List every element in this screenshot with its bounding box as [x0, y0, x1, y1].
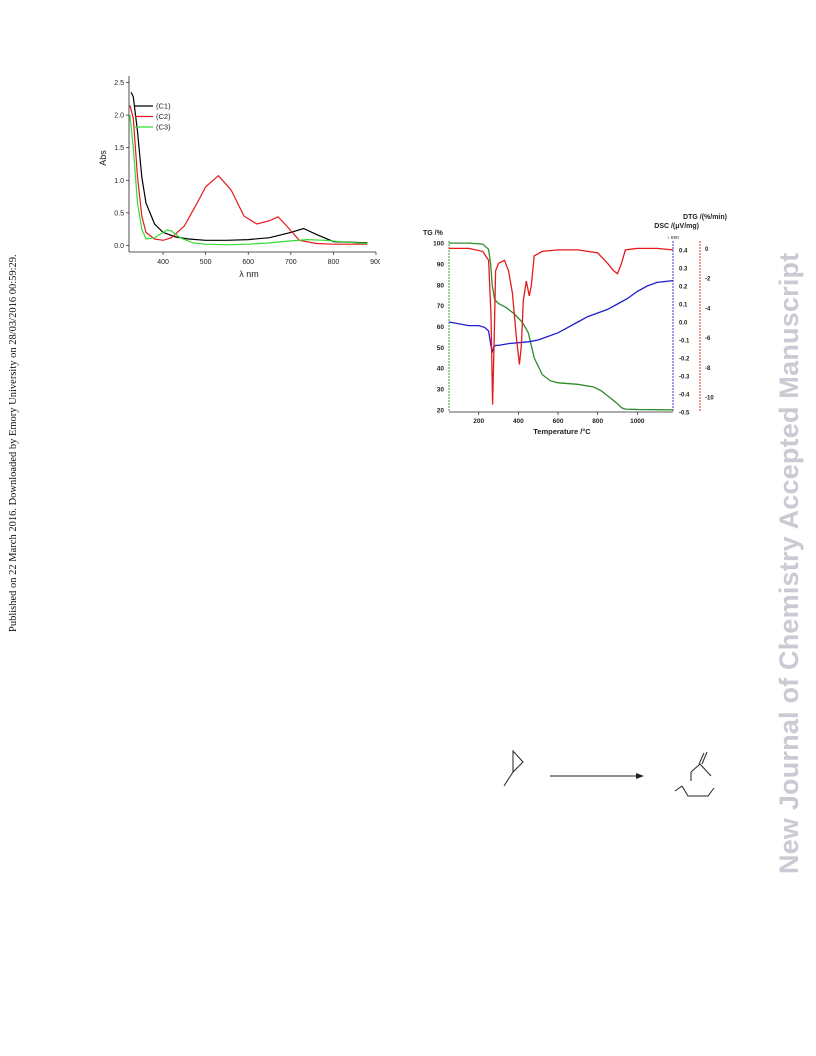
- uv-ylabel: Abs: [98, 150, 108, 166]
- thermal-analysis-chart: 200 400 600 800 1000 20 30 40 50 60 70 80 90 100 0.4 0.…: [423, 214, 727, 436]
- tg-y-tick-label: 30: [437, 387, 445, 394]
- reaction-arrow: [550, 773, 644, 779]
- dsc-tick-label: 0.3: [679, 267, 688, 273]
- journal-watermark: New Journal of Chemistry Accepted Manusc…: [774, 252, 804, 874]
- product-structure: [674, 751, 715, 797]
- dsc-curve: [448, 279, 674, 353]
- tg-xlabel: Temperature /°C: [533, 427, 591, 436]
- dtg-curve: [449, 247, 674, 405]
- dsc-tick-label: 0.2: [679, 285, 688, 291]
- uv-x-tick-label: 900: [370, 259, 380, 266]
- uv-y-tick-label: 0.0: [114, 243, 124, 250]
- tg-x-tick-label: 200: [473, 418, 484, 425]
- uv-series-line: [129, 115, 368, 246]
- uv-xlabel: λ nm: [239, 269, 259, 279]
- tg-y-tick-label: 80: [437, 282, 445, 289]
- tg-y-tick-label: 60: [437, 324, 445, 331]
- dsc-ylabel: DSC /(μV/mg): [654, 223, 699, 230]
- reaction-scheme: [503, 749, 715, 797]
- uv-series-line: [129, 105, 368, 245]
- uv-series-line: [130, 92, 368, 244]
- tg-y-tick-label: 70: [437, 303, 445, 310]
- uv-legend-label: (C3): [156, 123, 171, 132]
- tg-y-tick-label: 40: [437, 366, 445, 373]
- dtg-tick-label: -6: [705, 336, 711, 342]
- uv-plot-area: 400 500 600 700 800 900 0.0 0.5 1.0 1.5 2.0 2.5 (C1)…: [114, 76, 380, 266]
- tg-y-tick-label: 90: [437, 261, 445, 268]
- dtg-tick-label: -8: [705, 366, 711, 372]
- tg-x-tick-label: 800: [592, 418, 603, 425]
- reactant-structure: [503, 749, 524, 787]
- uv-legend-label: (C1): [156, 102, 171, 111]
- tg-plot-area: 200 400 600 800 1000 20 30 40 50 60 70 80 90 100 0.4 0.…: [433, 241, 714, 425]
- uv-x-tick-label: 700: [285, 259, 297, 266]
- uv-y-tick-label: 0.5: [114, 210, 124, 217]
- dtg-tick-label: -4: [705, 306, 711, 312]
- tg-ylabel: TG /%: [423, 230, 444, 237]
- tg-x-tick-label: 400: [513, 418, 524, 425]
- tg-y-tick-label: 20: [437, 407, 445, 414]
- dtg-tick-label: -10: [705, 396, 714, 402]
- dsc-tick-label: -0.1: [679, 339, 690, 345]
- tg-curve: [449, 242, 674, 411]
- uv-y-tick-label: 1.5: [114, 145, 124, 152]
- uv-legend-label: (C2): [156, 112, 171, 121]
- dsc-tick-label: -0.5: [679, 411, 690, 417]
- tg-y-tick-label: 100: [433, 241, 444, 248]
- dsc-tick-label: -0.4: [679, 393, 690, 399]
- published-note: Published on 22 March 2016. Downloaded b…: [8, 254, 19, 632]
- uv-y-tick-label: 1.0: [114, 178, 124, 185]
- dsc-tick-label: 0.1: [679, 303, 688, 309]
- uv-y-tick-label: 2.0: [114, 113, 124, 120]
- uv-x-tick-label: 400: [157, 259, 169, 266]
- tg-x-tick-label: 1000: [630, 418, 645, 425]
- dsc-tick-label: 0.0: [679, 321, 688, 327]
- dtg-tick-label: -2: [705, 277, 711, 283]
- uv-y-tick-label: 2.5: [114, 80, 124, 87]
- uv-x-tick-label: 800: [328, 259, 340, 266]
- dsc-tick-label: -0.2: [679, 357, 690, 363]
- dsc-tick-label: -0.3: [679, 375, 690, 381]
- dtg-ylabel: DTG /(%/min): [683, 214, 727, 221]
- dsc-tick-label: 0.4: [679, 249, 688, 255]
- uv-x-tick-label: 600: [242, 259, 254, 266]
- uv-vis-chart: 400 500 600 700 800 900 0.0 0.5 1.0 1.5 2.0 2.5 (C1)…: [98, 76, 380, 279]
- dtg-tick-label: 0: [705, 247, 709, 253]
- uv-x-tick-label: 500: [200, 259, 212, 266]
- tg-y-tick-label: 50: [437, 345, 445, 352]
- tg-x-tick-label: 600: [553, 418, 564, 425]
- exo-note: ↓ exo: [667, 235, 679, 241]
